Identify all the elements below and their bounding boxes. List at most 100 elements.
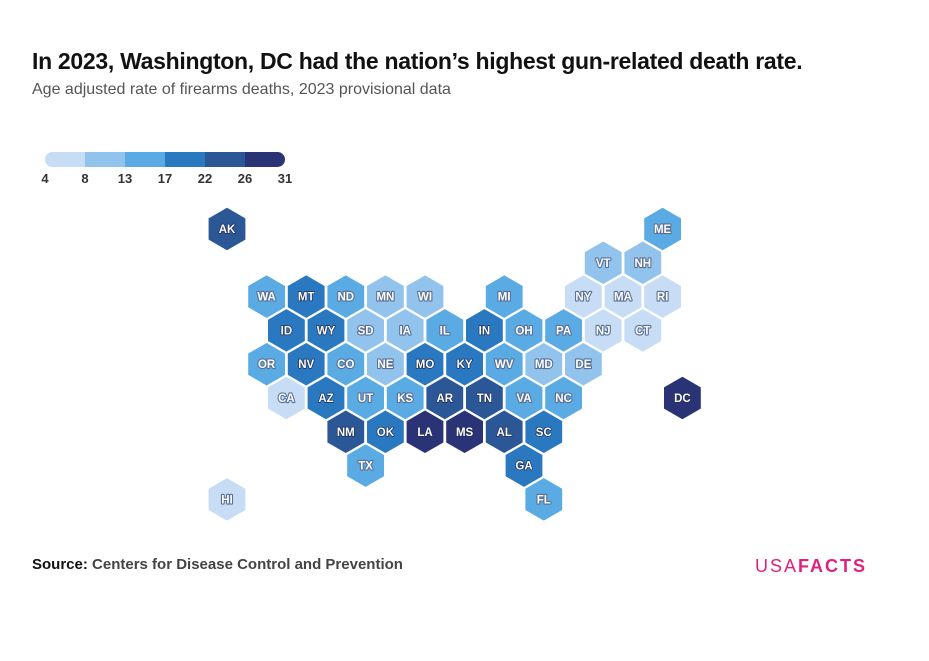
hex-shape: [622, 307, 663, 354]
hex-shape: [207, 476, 247, 523]
state-hex-co[interactable]: CO: [325, 341, 366, 388]
state-hex-pa[interactable]: PA: [543, 307, 584, 354]
state-hex-nd[interactable]: ND: [325, 273, 366, 320]
state-label: MT: [298, 292, 315, 304]
state-label: NH: [634, 258, 651, 270]
state-label: ND: [337, 292, 354, 304]
legend-swatch: [245, 152, 285, 167]
source-label: Source:: [32, 556, 88, 573]
hex-tile-map: AK ME VT NH WA MT ND MN WI MI NY MA RI ID WY SD IA IL IN OH…: [207, 205, 703, 523]
state-hex-mi[interactable]: MI: [484, 273, 525, 320]
legend-tick-label: 8: [81, 171, 88, 186]
legend-tick-label: 26: [238, 171, 252, 186]
state-label: CA: [278, 393, 295, 405]
state-label: RI: [657, 292, 669, 304]
state-hex-ms[interactable]: MS: [444, 408, 485, 455]
state-label: PA: [556, 325, 571, 337]
state-hex-ny[interactable]: NY: [563, 273, 604, 320]
state-hex-ne[interactable]: NE: [365, 341, 406, 388]
state-label: CO: [337, 359, 354, 371]
state-hex-dc[interactable]: DC: [662, 374, 703, 422]
state-hex-ga[interactable]: GA: [503, 442, 545, 489]
state-hex-in[interactable]: IN: [464, 307, 505, 354]
state-hex-me[interactable]: ME: [642, 205, 683, 253]
hex-shape: [523, 476, 564, 523]
state-hex-wy[interactable]: WY: [305, 307, 347, 354]
state-hex-ca[interactable]: CA: [266, 374, 307, 422]
state-label: SC: [536, 427, 552, 439]
legend-tick-label: 22: [198, 171, 212, 186]
state-label: MD: [535, 359, 553, 371]
state-hex-wa[interactable]: WA: [246, 273, 287, 320]
color-legend: 4 8 13 17 22 26 31: [41, 152, 292, 186]
legend-swatch: [165, 152, 206, 167]
state-hex-mt[interactable]: MT: [286, 273, 327, 320]
state-label: AL: [497, 427, 512, 439]
state-label: VT: [596, 258, 611, 270]
source-note: Source: Centers for Disease Control and …: [32, 556, 403, 573]
usafacts-logo: USAFACTS: [755, 556, 867, 577]
hex-shape: [266, 374, 307, 422]
state-label: NM: [337, 427, 355, 439]
state-hex-ma[interactable]: MA: [602, 273, 644, 320]
state-label: NV: [298, 359, 314, 371]
state-hex-nh[interactable]: NH: [622, 239, 663, 286]
state-label: KY: [457, 359, 473, 371]
legend-tick-label: 17: [158, 171, 172, 186]
state-hex-de[interactable]: DE: [563, 341, 604, 388]
state-label: MO: [416, 359, 435, 371]
legend-tick-label: 4: [41, 171, 49, 186]
state-label: WY: [317, 325, 336, 337]
state-label: LA: [417, 427, 432, 439]
hex-shape: [444, 408, 485, 455]
state-label: ID: [281, 325, 293, 337]
state-label: TN: [477, 393, 492, 405]
state-label: WV: [495, 359, 514, 371]
state-hex-sd[interactable]: SD: [345, 307, 386, 354]
state-hex-az[interactable]: AZ: [305, 374, 347, 422]
legend-tick-label: 13: [118, 171, 132, 186]
state-hex-tn[interactable]: TN: [464, 374, 505, 422]
state-hex-ct[interactable]: CT: [622, 307, 663, 354]
state-hex-oh[interactable]: OH: [503, 307, 545, 354]
state-hex-il[interactable]: IL: [424, 307, 465, 354]
state-label: KS: [397, 393, 413, 405]
state-label: TX: [358, 461, 373, 473]
state-hex-nm[interactable]: NM: [325, 408, 366, 455]
state-label: HI: [221, 494, 233, 506]
state-hex-vt[interactable]: VT: [583, 239, 624, 286]
state-hex-wi[interactable]: WI: [404, 273, 446, 320]
state-label: NJ: [596, 325, 611, 337]
hex-shape: [404, 408, 446, 455]
state-hex-tx[interactable]: TX: [345, 442, 386, 489]
state-hex-mn[interactable]: MN: [365, 273, 406, 320]
state-hex-la[interactable]: LA: [404, 408, 446, 455]
state-label: AZ: [318, 393, 333, 405]
legend-tick-label: 31: [278, 171, 292, 186]
state-label: WA: [257, 292, 276, 304]
state-label: NY: [575, 292, 591, 304]
state-label: DC: [674, 393, 691, 405]
state-hex-sc[interactable]: SC: [523, 408, 564, 455]
state-label: CT: [635, 325, 650, 337]
state-label: IL: [440, 325, 450, 337]
logo-facts: FACTS: [798, 556, 868, 576]
state-hex-ak[interactable]: AK: [207, 205, 247, 253]
state-hex-ar[interactable]: AR: [424, 374, 465, 422]
state-label: MA: [614, 292, 632, 304]
state-label: DE: [575, 359, 591, 371]
state-label: NE: [377, 359, 393, 371]
page-subtitle: Age adjusted rate of firearms deaths, 20…: [32, 81, 451, 98]
legend-swatch: [125, 152, 166, 167]
legend-swatch: [85, 152, 126, 167]
state-label: UT: [358, 393, 373, 405]
legend-swatch: [205, 152, 246, 167]
state-label: OH: [515, 325, 532, 337]
state-label: GA: [515, 461, 532, 473]
state-hex-ky[interactable]: KY: [444, 341, 485, 388]
hex-shape: [662, 374, 703, 422]
state-hex-fl[interactable]: FL: [523, 476, 564, 523]
state-hex-hi[interactable]: HI: [207, 476, 247, 523]
state-hex-va[interactable]: VA: [503, 374, 545, 422]
page-title: In 2023, Washington, DC had the nation’s…: [32, 48, 803, 74]
